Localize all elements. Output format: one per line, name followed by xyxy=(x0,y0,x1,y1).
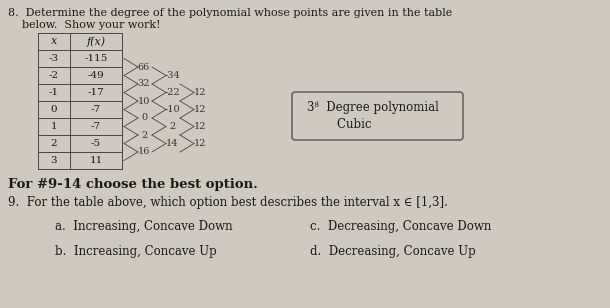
Text: 8.  Determine the degree of the polynomial whose points are given in the table: 8. Determine the degree of the polynomia… xyxy=(8,8,452,18)
Text: 3ᴽ  Degree polynomial: 3ᴽ Degree polynomial xyxy=(307,102,439,115)
Text: 16: 16 xyxy=(138,148,150,156)
FancyBboxPatch shape xyxy=(292,92,463,140)
Text: -2: -2 xyxy=(49,71,59,80)
Text: -49: -49 xyxy=(88,71,104,80)
Text: 14: 14 xyxy=(166,139,178,148)
Text: 0: 0 xyxy=(141,114,147,123)
Text: -3: -3 xyxy=(49,54,59,63)
Text: 32: 32 xyxy=(138,79,150,88)
Text: For #9-14 choose the best option.: For #9-14 choose the best option. xyxy=(8,178,258,191)
Text: 12: 12 xyxy=(194,88,206,97)
Text: 11: 11 xyxy=(90,156,102,165)
Text: 66: 66 xyxy=(138,63,150,71)
Text: 1: 1 xyxy=(51,122,57,131)
Text: 3: 3 xyxy=(51,156,57,165)
Text: 0: 0 xyxy=(51,105,57,114)
Text: -115: -115 xyxy=(84,54,108,63)
Text: -22: -22 xyxy=(164,88,180,97)
Text: f(x): f(x) xyxy=(87,36,106,47)
Text: 9.  For the table above, which option best describes the interval x ∈ [1,3].: 9. For the table above, which option bes… xyxy=(8,196,448,209)
Text: d.  Decreasing, Concave Up: d. Decreasing, Concave Up xyxy=(310,245,476,258)
Text: 12: 12 xyxy=(194,122,206,131)
Text: x: x xyxy=(51,37,57,47)
Text: -10: -10 xyxy=(164,105,180,114)
Text: 2: 2 xyxy=(169,122,175,131)
Text: -1: -1 xyxy=(49,88,59,97)
Text: 10: 10 xyxy=(138,96,150,106)
Text: b.  Increasing, Concave Up: b. Increasing, Concave Up xyxy=(55,245,217,258)
Text: -34: -34 xyxy=(164,71,180,80)
Text: -7: -7 xyxy=(91,105,101,114)
Text: 12: 12 xyxy=(194,139,206,148)
Text: -17: -17 xyxy=(88,88,104,97)
Text: -7: -7 xyxy=(91,122,101,131)
Text: c.  Decreasing, Concave Down: c. Decreasing, Concave Down xyxy=(310,220,492,233)
Text: 2: 2 xyxy=(141,131,147,140)
Text: Cubic: Cubic xyxy=(307,119,371,132)
Text: a.  Increasing, Concave Down: a. Increasing, Concave Down xyxy=(55,220,232,233)
Text: below.  Show your work!: below. Show your work! xyxy=(8,20,160,30)
Text: 12: 12 xyxy=(194,105,206,114)
Text: -5: -5 xyxy=(91,139,101,148)
Text: 2: 2 xyxy=(51,139,57,148)
